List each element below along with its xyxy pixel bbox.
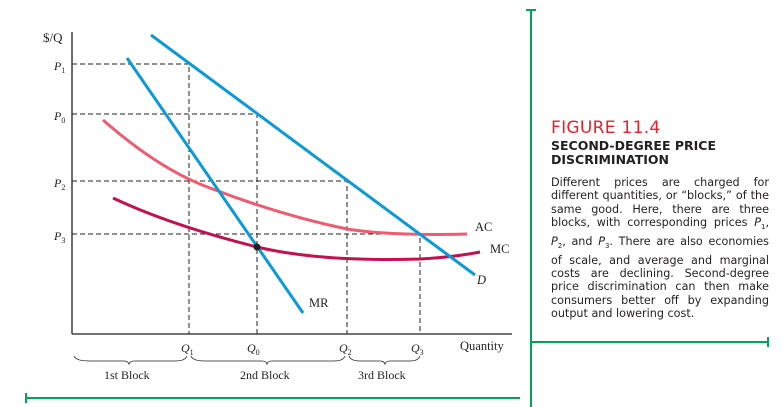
brace-2nd-block [190,355,346,366]
figure-title: Figure 11.4 [551,118,769,138]
d-label: D [476,273,486,287]
figure-description: Different prices are charged for differe… [551,176,769,321]
figure-caption: Figure 11.4 SECOND-DEGREE PRICE DISCRIMI… [551,118,769,321]
figure-subtitle: SECOND-DEGREE PRICE DISCRIMINATION [551,138,716,167]
p3-q3-guide [72,233,421,334]
ac-label: AC [475,220,492,234]
separator: , [765,216,769,230]
description-text: Different prices are charged for differe… [551,176,769,230]
x-axis-label: Quantity [460,339,504,353]
brace-3rd-block [348,355,421,366]
block-label-3rd: 3rd Block [358,368,406,382]
mr-mc-intersection [253,243,261,251]
block-braces [73,355,421,366]
figure-number: 11.4 [621,118,661,138]
p1-subscript: 1 [760,223,766,232]
p0-q0-guide [72,113,258,334]
price-label-p1: P1 [53,59,65,75]
block-label-1st: 1st Block [104,368,150,382]
figure-word: Figure [551,118,616,138]
y-axis-label: $/Q [43,30,63,45]
mc-curve [112,196,481,261]
quantity-label-q0: Q0 [247,341,260,357]
separator: , and [562,234,599,248]
quantity-label-q2: Q2 [339,341,352,357]
p1-q1-guide [72,63,190,334]
price-label-p0: P0 [53,109,65,125]
p1-symbol: P [754,216,761,230]
brace-1st-block [73,355,188,366]
p2-q2-guide [72,180,348,334]
price-label-p3: P3 [53,229,65,245]
price-label-p2: P2 [53,176,65,192]
quantity-label-q3: Q3 [411,341,424,357]
demand-curve [150,33,476,277]
p3-subscript: 3 [604,242,610,251]
quantity-label-q1: Q1 [181,341,194,357]
p2-subscript: 2 [557,242,563,251]
mr-label: MR [309,296,329,310]
block-label-2nd: 2nd Block [240,368,290,382]
p2-symbol: P [551,234,558,248]
description-text: . There are also economies of scale, and… [551,234,769,321]
ac-curve [102,118,468,236]
mc-label: MC [490,242,509,256]
mr-curve [125,57,305,314]
p3-symbol: P [598,234,605,248]
